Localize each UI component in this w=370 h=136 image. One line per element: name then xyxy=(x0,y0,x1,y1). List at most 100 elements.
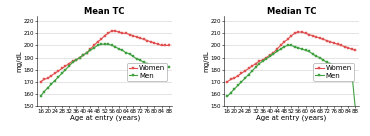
Men xyxy=(286,45,290,46)
Women xyxy=(88,48,92,50)
Men xyxy=(307,51,311,52)
Men xyxy=(321,59,326,61)
Women xyxy=(335,43,340,45)
Women xyxy=(250,65,254,67)
Men xyxy=(275,51,279,52)
Men xyxy=(74,59,78,61)
Line: Women: Women xyxy=(40,30,170,83)
Men xyxy=(56,76,61,78)
Men xyxy=(225,96,229,97)
Men xyxy=(145,63,149,64)
Women xyxy=(260,59,265,61)
Men xyxy=(346,69,350,70)
Women xyxy=(271,52,276,54)
Women xyxy=(77,57,82,58)
Men xyxy=(243,77,247,79)
Women xyxy=(159,45,164,46)
Women xyxy=(339,45,343,46)
Women xyxy=(346,47,350,49)
Women xyxy=(264,57,269,58)
Women xyxy=(156,43,160,45)
Men xyxy=(335,65,340,67)
Men xyxy=(77,57,82,58)
Men xyxy=(239,81,244,83)
X-axis label: Age at entry (years): Age at entry (years) xyxy=(256,115,326,121)
Women xyxy=(307,34,311,35)
Women xyxy=(113,30,118,32)
Line: Men: Men xyxy=(226,44,356,109)
Men xyxy=(63,69,68,70)
Men xyxy=(282,46,286,47)
Women xyxy=(42,79,46,80)
Women xyxy=(278,45,283,46)
Men xyxy=(88,50,92,51)
Women xyxy=(56,70,61,72)
Women xyxy=(296,31,300,33)
Men xyxy=(152,65,157,67)
Men xyxy=(42,91,46,92)
Y-axis label: mg/dL: mg/dL xyxy=(203,50,209,72)
Title: Median TC: Median TC xyxy=(266,7,316,16)
Men xyxy=(353,108,357,109)
Men xyxy=(268,55,272,57)
Men xyxy=(166,67,171,68)
Women xyxy=(124,33,128,34)
Women xyxy=(239,72,244,74)
Women xyxy=(110,30,114,32)
Men xyxy=(134,58,139,60)
Men xyxy=(70,62,75,63)
Women xyxy=(289,35,293,37)
Men xyxy=(81,54,85,56)
Women xyxy=(63,65,68,67)
X-axis label: Age at entry (years): Age at entry (years) xyxy=(70,115,140,121)
Women xyxy=(321,38,326,40)
Line: Men: Men xyxy=(40,43,170,97)
Women xyxy=(293,33,297,34)
Men xyxy=(53,80,57,81)
Women xyxy=(303,33,308,34)
Women xyxy=(166,45,171,46)
Women xyxy=(236,75,240,77)
Men xyxy=(110,45,114,46)
Women xyxy=(92,45,96,46)
Women xyxy=(127,34,132,35)
Women xyxy=(46,77,50,79)
Women xyxy=(350,48,354,50)
Men xyxy=(332,64,336,66)
Women xyxy=(229,79,233,80)
Women xyxy=(99,38,103,40)
Men xyxy=(138,59,142,61)
Men xyxy=(124,52,128,54)
Y-axis label: mg/dL: mg/dL xyxy=(16,50,22,72)
Legend: Women, Men: Women, Men xyxy=(127,63,168,81)
Title: Mean TC: Mean TC xyxy=(84,7,125,16)
Women xyxy=(300,31,304,33)
Men xyxy=(271,53,276,55)
Men xyxy=(310,53,315,55)
Men xyxy=(156,67,160,68)
Women xyxy=(310,35,315,37)
Women xyxy=(275,48,279,50)
Women xyxy=(332,42,336,44)
Men xyxy=(236,85,240,86)
Women xyxy=(163,45,167,46)
Men xyxy=(159,67,164,68)
Women xyxy=(49,75,53,77)
Men xyxy=(250,70,254,72)
Men xyxy=(253,67,258,68)
Men xyxy=(60,72,64,74)
Women xyxy=(152,42,157,44)
Men xyxy=(303,50,308,51)
Men xyxy=(300,48,304,50)
Women xyxy=(328,41,333,43)
Women xyxy=(149,41,153,43)
Men xyxy=(113,46,118,47)
Women xyxy=(314,36,319,38)
Men xyxy=(246,74,251,75)
Men xyxy=(85,52,89,54)
Women xyxy=(246,68,251,69)
Men xyxy=(343,68,347,69)
Men xyxy=(127,53,132,55)
Women xyxy=(106,33,110,34)
Women xyxy=(286,38,290,40)
